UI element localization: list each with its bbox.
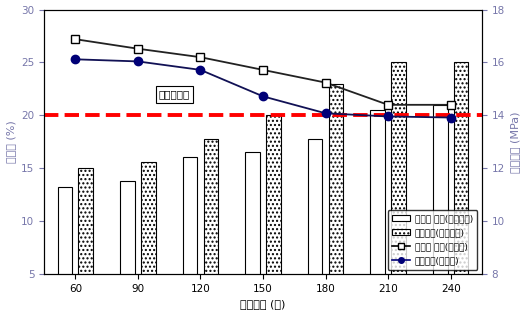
- Text: 설계공극률: 설계공극률: [159, 89, 190, 100]
- Bar: [204, 139, 218, 315]
- Bar: [391, 62, 406, 315]
- Y-axis label: 공극률 (%): 공극률 (%): [6, 120, 16, 163]
- Bar: [308, 139, 322, 315]
- Bar: [245, 152, 260, 315]
- Bar: [370, 110, 385, 315]
- Legend: 강제식 믹서(압축강도), 옵니믹서(압축강도), 강제식 믹서(공극률), 옵니믹서(공극률): 강제식 믹서(압축강도), 옵니믹서(압축강도), 강제식 믹서(공극률), 옵…: [388, 210, 478, 270]
- X-axis label: 믹싹시가 (초): 믹싹시가 (초): [240, 300, 286, 309]
- Y-axis label: 압축강도 (MPa): 압축강도 (MPa): [510, 111, 520, 173]
- Bar: [58, 187, 72, 315]
- Bar: [454, 62, 468, 315]
- Bar: [433, 105, 448, 315]
- Bar: [78, 168, 93, 315]
- Bar: [141, 162, 156, 315]
- Bar: [266, 115, 281, 315]
- Bar: [183, 157, 197, 315]
- Bar: [329, 84, 343, 315]
- Bar: [120, 181, 135, 315]
